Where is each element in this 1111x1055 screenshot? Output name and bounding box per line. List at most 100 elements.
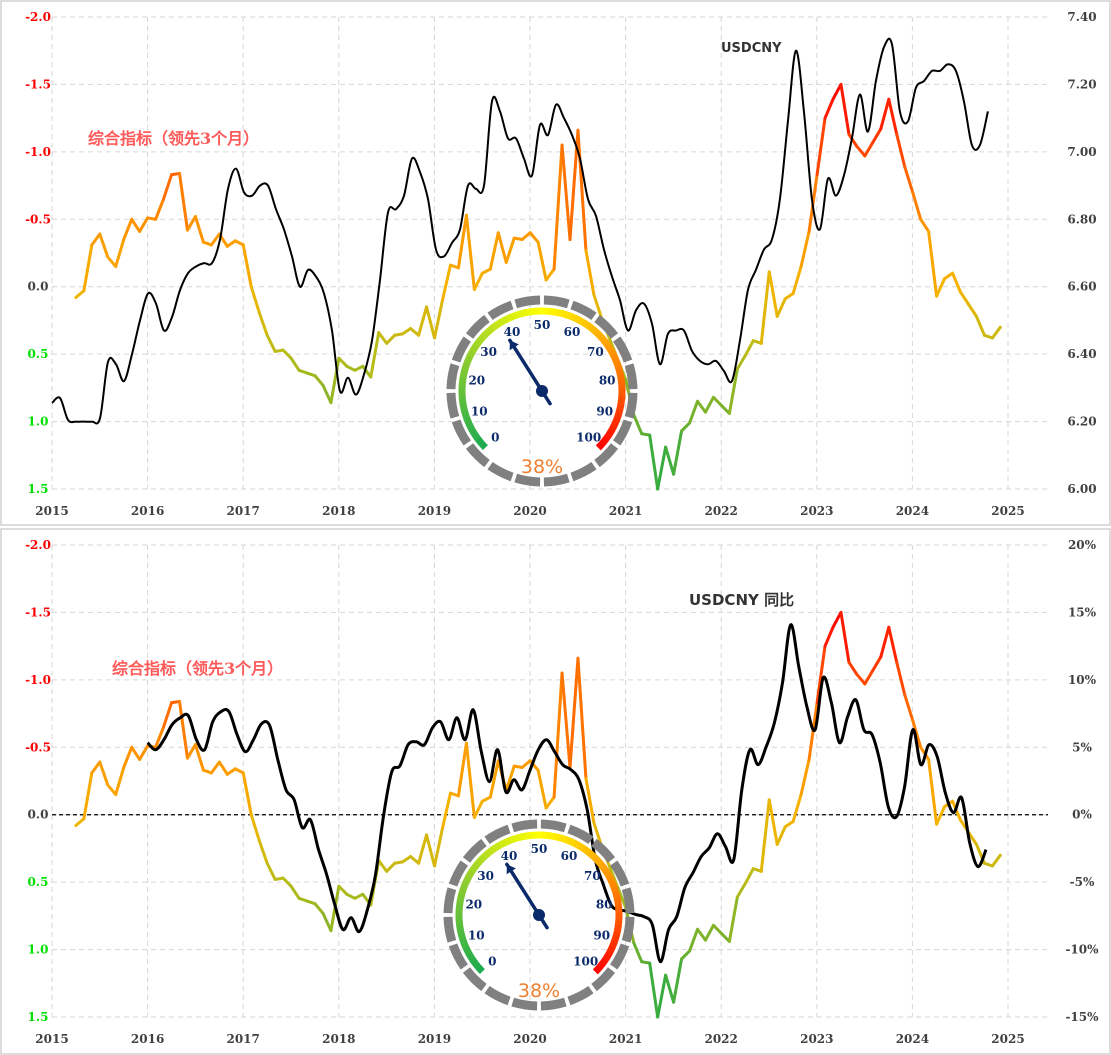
needle-arrowhead (509, 340, 519, 351)
gauge-color-arc-segment (474, 963, 483, 972)
composite-indicator-segment (122, 745, 134, 770)
composite-indicator-segment (560, 143, 572, 242)
composite-indicator-segment (719, 931, 731, 943)
gauge-color-arc-segment (582, 320, 591, 329)
composite-indicator-segment (783, 291, 795, 301)
gauge-tick-label: 50 (531, 842, 548, 856)
gauge-tick-label: 30 (477, 869, 494, 883)
gauge-color-arc-segment (504, 314, 511, 323)
gauge-color-arc-segment (576, 842, 585, 851)
composite-indicator-segment (759, 798, 771, 873)
gauge-ring-segment (465, 314, 490, 339)
gauge-ring-segment (540, 997, 567, 1011)
gauge-color-arc-segment (563, 310, 570, 319)
gauge-color-arc-segment (465, 872, 474, 880)
x-axis-tick-label: 2015 (35, 1032, 68, 1046)
gauge-color-arc-segment (493, 320, 502, 329)
gauge-color-arc-segment (549, 307, 555, 316)
composite-indicator-segment (544, 267, 556, 282)
gauge-tick-label: 30 (480, 345, 497, 359)
usdcny-yoy-label: USDCNY 同比 (689, 591, 794, 609)
composite-indicator-segment (313, 374, 325, 387)
gauge-ring-segment (594, 314, 619, 339)
gauge-color-arc-segment (468, 427, 477, 435)
gauge-needle (505, 862, 549, 930)
gauge-color-arc-segment (479, 853, 487, 862)
composite-indicator-segment (504, 764, 516, 792)
gauge-color-arc-segment (614, 901, 623, 908)
composite-indicator-segment (193, 215, 205, 244)
gauge-color-arc-segment (617, 377, 626, 384)
gauge-color-arc-segment (605, 948, 614, 956)
composite-indicator-segment (265, 333, 277, 353)
gauge-color-arc-segment (614, 924, 622, 930)
gauge-color-arc-segment (459, 400, 467, 406)
composite-indicator-segment (727, 895, 739, 943)
gauge-color-arc-segment (497, 318, 505, 327)
gauge-ring-segment (543, 473, 570, 487)
top-panel-usdcny-level: 综合指标（领先3个月） USDCNY -2.0 -1.5 -1.0 -0.5 0.0 0.… (0, 0, 1111, 526)
gauge-color-arc-segment (467, 868, 476, 877)
gauge-tick-label: 40 (504, 325, 521, 339)
gauge-color-arc-segment (462, 944, 471, 952)
composite-indicator-segment (711, 395, 723, 407)
gauge-color-arc-segment (466, 424, 475, 432)
gauge-color-arc-segment (504, 837, 512, 846)
x-axis-tick-label: 2023 (800, 1032, 833, 1046)
gauge-color-arc-segment (456, 901, 464, 907)
composite-indicator-segment (488, 231, 500, 271)
composite-indicator-segment (209, 232, 221, 247)
gauge-color-arc-segment (518, 309, 525, 318)
gauge-tick-label: 20 (465, 898, 482, 912)
gauge-ring-segment (443, 887, 457, 914)
composite-indicator-segment (114, 766, 126, 796)
gauge-color-arc-segment (458, 890, 467, 896)
composite-indicator-segment (321, 911, 333, 933)
composite-indicator-segment (209, 760, 221, 775)
composite-indicator-segment (927, 757, 939, 826)
gauge-color-arc-segment (459, 886, 468, 893)
left-axis-tick-label: -0.5 (25, 212, 51, 226)
composite-indicator-segment (440, 263, 452, 302)
gauge-ring-segment (484, 985, 511, 1006)
gauge-ring-segment (540, 819, 567, 833)
composite-indicator-segment (321, 383, 333, 405)
composite-indicator-series (74, 82, 1002, 491)
composite-indicator-segment (576, 656, 588, 780)
gauge-color-arc-segment (459, 403, 468, 410)
composite-indicator-segment (799, 229, 811, 268)
right-axis-tick-label: 7.20 (1067, 77, 1096, 91)
composite-indicator-segment (791, 792, 803, 823)
gauge-color-arc-segment (588, 325, 597, 334)
gauge-tick-label: 70 (587, 345, 604, 359)
gauge-color-arc-segment (459, 938, 468, 945)
gauge-color-arc-segment (613, 362, 622, 369)
usdcny-yoy-line (146, 623, 988, 964)
gauge-color-arc-segment (549, 832, 556, 840)
composite-indicator-segment (544, 795, 556, 810)
panel-border (0, 0, 1111, 526)
composite-indicator-segment (879, 625, 891, 659)
composite-indicator-segment (281, 348, 293, 360)
right-axis-tick-label: 6.20 (1067, 415, 1096, 429)
left-axis-tick-label: -1.5 (25, 605, 51, 619)
composite-indicator-segment (592, 293, 604, 321)
gauge-ring-segment (621, 916, 635, 943)
gauge-color-arc-segment (610, 886, 619, 893)
composite-indicator-segment (225, 239, 237, 248)
left-axis-tick-label: 1.5 (28, 1010, 49, 1024)
gauge-ring-segment (609, 943, 630, 970)
composite-indicator-segment (377, 331, 389, 345)
gauge-ring-segment (591, 967, 616, 992)
left-axis-tick-label: 1.0 (28, 415, 49, 429)
gauge-color-arc-segment (593, 856, 602, 865)
composite-indicator-segment (664, 445, 676, 476)
gauge-tick-label: 80 (599, 374, 616, 388)
composite-indicator-segment (281, 876, 293, 888)
gauge-color-arc-segment (462, 362, 471, 369)
x-axis-tick-label: 2016 (131, 1032, 164, 1046)
gauge-ring-segment (621, 887, 635, 914)
gauge-color-arc-segment (612, 890, 620, 897)
composite-indicator-segment (568, 656, 580, 770)
gauge-tick-label: 10 (471, 404, 488, 418)
